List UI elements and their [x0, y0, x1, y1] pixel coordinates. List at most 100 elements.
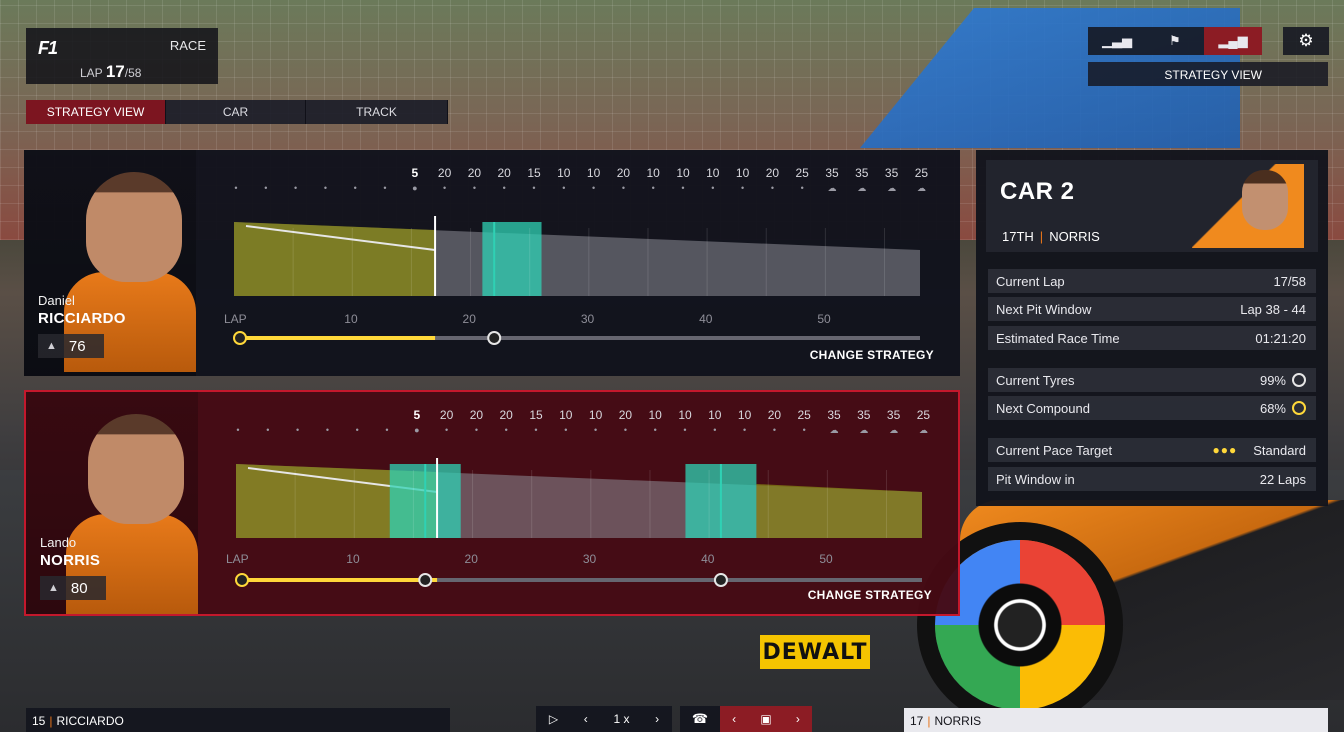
info-row-pace-target: Current Pace Target ●●● Standard	[988, 438, 1316, 462]
info-row-estimated-race-time: Estimated Race Time 01:21:20	[988, 326, 1316, 350]
rain-icon: ●	[414, 425, 420, 435]
speed-down-icon[interactable]: ‹	[583, 712, 588, 726]
info-row-pit-window-in: Pit Window in 22 Laps	[988, 467, 1316, 491]
rain-icon: •	[472, 183, 476, 193]
tab-track[interactable]: TRACK	[306, 100, 448, 124]
background-wheel	[935, 540, 1105, 710]
weather-temp: 10	[735, 166, 750, 180]
pit-window	[482, 222, 542, 296]
weather-temp: 10	[676, 166, 690, 180]
rain-icon: •	[621, 183, 625, 193]
rain-icon: •	[474, 425, 478, 435]
play-icon[interactable]: ▷	[548, 712, 559, 726]
speed-value: 1 x	[613, 712, 630, 726]
weather-cell: •	[345, 408, 369, 435]
lap-tick: 20	[464, 552, 478, 566]
car-driver: NORRIS	[1049, 229, 1100, 244]
tyre-wear-line	[245, 225, 436, 251]
weather-cell: 20 •	[433, 166, 457, 193]
lap-tick: 30	[580, 312, 595, 326]
lap-label: LAP	[80, 66, 103, 80]
weather-temp: 20	[618, 408, 633, 422]
weather-temp: 35	[886, 408, 901, 422]
rain-icon: ●	[412, 183, 418, 193]
rain-icon: •	[592, 183, 596, 193]
separator: |	[49, 714, 53, 728]
weather-temp: 10	[586, 166, 601, 180]
tyre-stop-icon	[233, 331, 247, 345]
gear-icon[interactable]: ⚙	[1283, 27, 1329, 55]
weather-cell: 10 •	[554, 408, 578, 435]
f1-logo: F1	[38, 38, 58, 58]
driver-name: RICCIARDO	[56, 714, 124, 728]
lap-tick: 50	[817, 312, 831, 326]
weather-cell: 10 •	[733, 408, 757, 435]
weather-cell: •	[315, 408, 339, 435]
bar-chart-icon[interactable]: ▁▃▅	[1088, 27, 1146, 55]
rain-icon: •	[325, 425, 329, 435]
flag-icon[interactable]: ⚑	[1146, 27, 1204, 55]
rain-icon: •	[770, 183, 774, 193]
driver-rating: ▲ 80	[40, 576, 106, 600]
info-row-next-compound: Next Compound 68%	[988, 396, 1316, 420]
info-row-next-pit-window: Next Pit Window Lap 38 - 44	[988, 297, 1316, 321]
tab-strategy-view[interactable]: STRATEGY VIEW	[26, 100, 166, 124]
weather-cell: 10 •	[701, 166, 725, 193]
weather-temp: 10	[557, 166, 571, 180]
weather-cell: 20 •	[760, 166, 784, 193]
weather-temp: 10	[588, 408, 603, 422]
weather-cell: •	[375, 408, 399, 435]
playback-controls: ▷ ‹ 1 x ›	[536, 706, 672, 732]
driver-position: 17	[910, 714, 924, 728]
camera-icon[interactable]: ▣	[760, 712, 772, 726]
camera-prev-icon[interactable]: ‹	[732, 712, 737, 726]
weather-temp: 20	[497, 166, 511, 180]
view-label: STRATEGY VIEW	[1088, 62, 1328, 86]
info-label: Pit Window in	[996, 471, 1075, 487]
lap-current: 17	[105, 62, 125, 81]
weather-cell: •	[343, 166, 367, 193]
driver-face	[86, 172, 182, 282]
speed-up-icon[interactable]: ›	[655, 712, 660, 726]
change-strategy-button[interactable]: CHANGE STRATEGY	[807, 588, 932, 602]
lap-tick: 30	[582, 552, 597, 566]
rain-icon: •	[385, 425, 389, 435]
weather-cell: •	[313, 166, 337, 193]
weather-cell: •	[284, 166, 308, 193]
driver-bar-ricciardo[interactable]: 15 | RICCIARDO	[26, 708, 450, 732]
weather-temp: 20	[469, 408, 484, 422]
info-value: 01:21:20	[1255, 330, 1306, 346]
rain-icon: •	[443, 183, 447, 193]
rain-icon: •	[741, 183, 745, 193]
car-header: CAR 2 17TH | NORRIS	[986, 160, 1318, 252]
weather-temp: 5	[413, 408, 421, 422]
weather-temp: 20	[439, 408, 454, 422]
change-strategy-button[interactable]: CHANGE STRATEGY	[809, 348, 934, 362]
tab-car[interactable]: CAR	[166, 100, 306, 124]
camera-next-icon[interactable]: ›	[795, 712, 800, 726]
info-label: Next Compound	[996, 400, 1090, 416]
info-row-current-lap: Current Lap 17/58	[988, 269, 1316, 293]
weather-temp: 25	[916, 408, 931, 422]
info-label: Current Pace Target	[996, 442, 1113, 458]
rain-icon: •	[562, 183, 566, 193]
cloud-icon: ☁	[916, 183, 926, 193]
lap-tick: 10	[346, 552, 360, 566]
driver-bar-norris[interactable]: 17 | NORRIS	[904, 708, 1328, 732]
rain-icon: •	[534, 425, 538, 435]
tyre-stop-icon	[713, 573, 728, 587]
tyre-stop-icon	[418, 573, 433, 587]
radio-icon[interactable]: ☎	[680, 706, 720, 732]
weather-temp: 35	[827, 408, 841, 422]
tyre-stop-icon	[487, 331, 502, 345]
weather-temp: 5	[411, 166, 419, 180]
stint-chart	[233, 216, 920, 345]
weather-cell: 20 •	[492, 166, 516, 193]
weather-temp: 25	[914, 166, 929, 180]
strategy-panel-ricciardo: Daniel RICCIARDO ▲ 76 • • • • • • 5 ● 20 • 20 • 20 • 1…	[24, 150, 960, 376]
info-value: 22 Laps	[1259, 471, 1306, 487]
info-label: Current Lap	[996, 273, 1065, 289]
driver-last-name: NORRIS	[40, 552, 101, 569]
cloud-icon: ☁	[887, 183, 897, 193]
strategy-chart-icon[interactable]: ▂▄▆	[1204, 27, 1262, 55]
